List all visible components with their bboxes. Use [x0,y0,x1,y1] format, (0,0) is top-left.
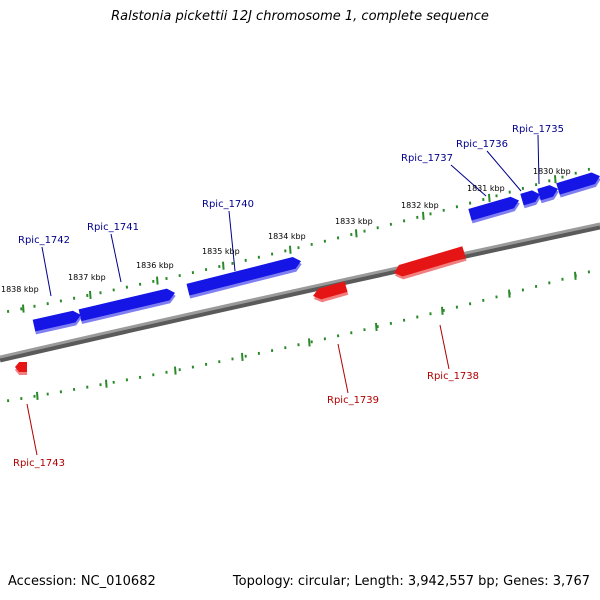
accession-text: Accession: NC_010682 [8,574,156,589]
major-tick [422,211,425,220]
gene-arrow-forward [78,288,176,324]
leader-lines [26,134,540,456]
leader-line [450,164,487,197]
major-tick [174,366,177,375]
leader-line [228,210,236,272]
major-tick [308,338,311,347]
major-tick [241,352,244,362]
major-tick [355,229,358,238]
gene-arrow-reverse [313,281,349,303]
chromosome-backbone [0,222,600,359]
gene-arrow-forward [537,185,559,204]
leader-line [486,150,522,192]
leader-line [26,403,38,456]
major-tick [22,304,25,313]
leader-line [110,233,122,283]
leader-line [537,134,540,185]
gene-arrows [15,172,600,375]
major-tick [289,245,292,254]
gene-label-forward[interactable]: Rpic_1740 [202,199,254,210]
backbone-shadow [0,224,600,363]
gene-label-forward[interactable]: Rpic_1736 [456,139,508,150]
major-tick [89,290,92,300]
leader-line [439,324,450,370]
leader-line [337,343,349,394]
genome-summary-text: Topology: circular; Length: 3,942,557 bp… [232,574,590,589]
gene-label-reverse[interactable]: Rpic_1739 [327,395,379,406]
major-tick [488,193,491,202]
gene-label-reverse[interactable]: Rpic_1743 [13,458,65,469]
major-tick [36,391,39,400]
major-tick [105,379,108,388]
gene-arrow-forward [468,196,520,224]
tick-label: 1835 kbp [202,247,240,256]
major-tick [574,271,577,280]
major-tick [222,261,225,270]
gene-label-forward[interactable]: Rpic_1737 [401,153,453,164]
tick-label: 1836 kbp [136,261,174,270]
tick-label: 1830 kbp [533,167,571,176]
tick-label: 1837 kbp [68,273,106,282]
gene-label-forward[interactable]: Rpic_1742 [18,235,70,246]
tick-label: 1838 kbp [1,285,39,294]
gene-label-forward[interactable]: Rpic_1735 [512,124,564,135]
tick-label: 1831 kbp [467,184,505,193]
major-tick [375,322,378,332]
tick-label: 1833 kbp [335,217,373,226]
gene-arrow-forward [186,257,302,299]
major-tick [156,276,159,285]
gene-label-reverse[interactable]: Rpic_1738 [427,371,479,382]
major-tick [441,306,444,315]
gene-arrow-forward [32,310,82,335]
major-tick [508,289,511,298]
gene-arrow-reverse [394,246,467,280]
gene-arrow-forward [520,190,541,209]
map-title: Ralstonia pickettii 12J chromosome 1, co… [111,9,489,24]
tick-label: 1832 kbp [401,201,439,210]
gene-arrow-forward [556,172,600,198]
gene-arrow-reverse [15,362,27,375]
major-ticks [22,175,577,400]
minor-ticks [7,167,590,403]
gene-label-forward[interactable]: Rpic_1741 [87,222,139,233]
leader-line [41,246,52,297]
tick-label: 1834 kbp [268,232,306,241]
major-tick [554,175,557,184]
